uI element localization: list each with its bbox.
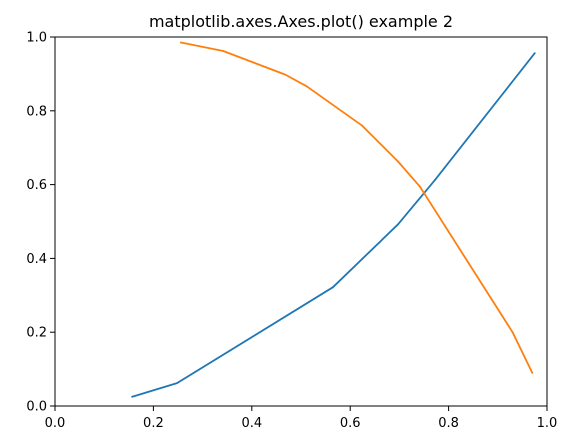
series-1-point xyxy=(397,223,399,226)
series-1-point xyxy=(131,395,134,398)
x-tick-label: 0.8 xyxy=(438,416,459,431)
series-2-point xyxy=(222,50,225,52)
x-tick-label: 0.6 xyxy=(340,416,361,431)
x-tick-label: 0.0 xyxy=(45,416,66,431)
x-tick-label: 0.2 xyxy=(143,416,164,431)
series-1-point xyxy=(332,286,334,289)
series-1-point xyxy=(533,52,536,55)
y-tick-label: 0.6 xyxy=(26,178,47,193)
y-tick-label: 0.2 xyxy=(26,326,47,341)
series-2-point xyxy=(284,73,287,76)
series-line-2 xyxy=(180,41,534,374)
series-group xyxy=(131,41,536,398)
series-1-point xyxy=(433,179,436,182)
axis-ticks: 0.0 0.2 0.4 0.6 0.8 1.0 0.0 0.2 0.4 0.6 0.8 1.0 xyxy=(26,31,557,432)
x-tick-label: 0.4 xyxy=(241,416,262,431)
y-tick-label: 1.0 xyxy=(26,31,47,46)
series-line-1 xyxy=(131,52,536,398)
series-2-point xyxy=(361,124,363,127)
x-tick-label: 1.0 xyxy=(537,416,558,431)
y-tick-label: 0.8 xyxy=(26,104,47,119)
series-2-point xyxy=(531,371,534,374)
series-1-point xyxy=(176,382,178,385)
series-2-point xyxy=(511,331,514,334)
axes-frame xyxy=(54,36,548,407)
y-tick-label: 0.4 xyxy=(26,252,47,267)
chart-title: matplotlib.axes.Axes.plot() example 2 xyxy=(149,12,453,31)
series-2-point xyxy=(397,160,399,163)
y-tick-label: 0.0 xyxy=(26,400,47,415)
series-2-point xyxy=(419,185,421,188)
series-2-point xyxy=(180,41,182,44)
series-2-point xyxy=(306,85,308,88)
